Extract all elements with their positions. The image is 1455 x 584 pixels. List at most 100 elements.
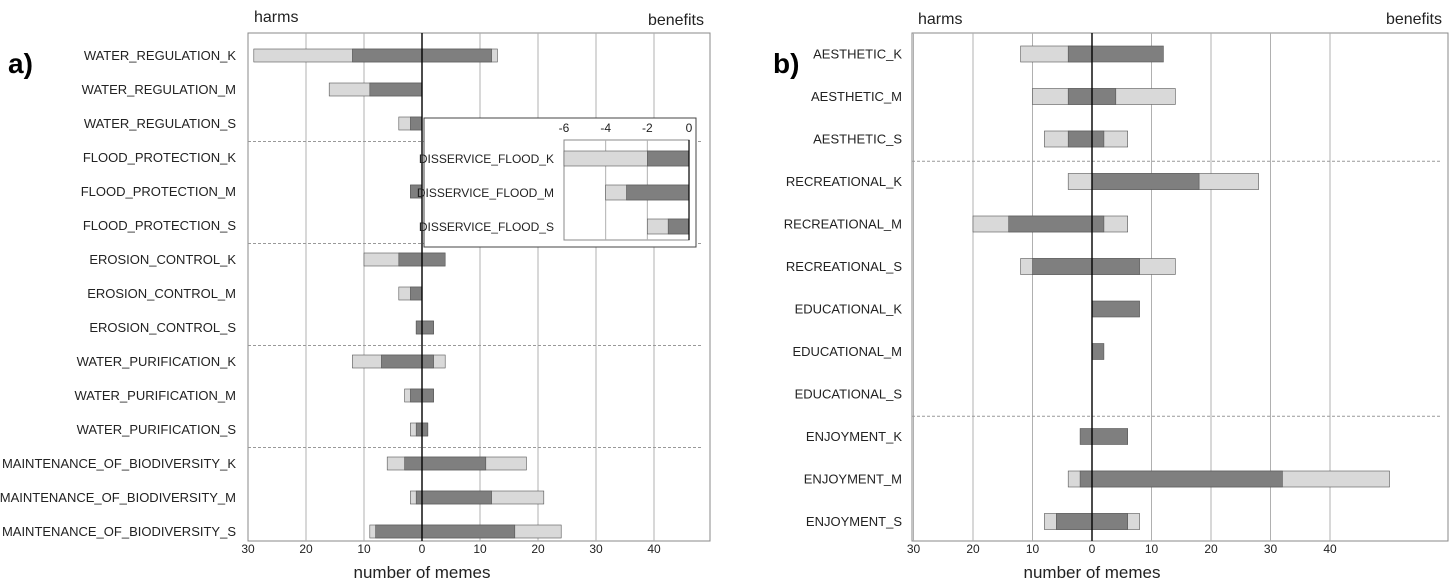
inset-tick-label: -4 (600, 121, 611, 135)
inset-category-label: DISSERVICE_FLOOD_K (419, 152, 554, 166)
harms-label: harms (254, 9, 298, 26)
x-tick-label: 20 (531, 542, 545, 556)
benefits-label: benefits (1386, 11, 1442, 28)
category-label: EDUCATIONAL_S (795, 387, 903, 402)
bar-benefit-dark (1091, 45, 1164, 63)
bar-benefit-dark (1091, 470, 1283, 488)
chart-panel-a: WATER_REGULATION_K WATER_REGULATION_M WATE… (0, 9, 711, 582)
bar-harm-dark (415, 490, 423, 505)
category-label: FLOOD_PROTECTION_S (83, 218, 236, 233)
x-axis-label: number of memes (1024, 563, 1161, 582)
bar-harm-dark (1079, 428, 1093, 445)
plot-frame (911, 32, 1449, 542)
x-tick-label: 0 (419, 542, 426, 556)
bar-benefit-dark (1091, 173, 1200, 190)
x-tick-label: 40 (647, 542, 661, 556)
bar-harm-dark (1067, 45, 1093, 63)
bar-benefit-dark (1091, 88, 1117, 105)
bar-benefit-dark (421, 320, 434, 335)
x-tick-label: 30 (589, 542, 603, 556)
benefits-label: benefits (648, 12, 704, 29)
inset-chart: -6 -4 -2 0 DISSERVICE_FLOOD_K DISSERVICE_FLOO… (417, 117, 697, 248)
bar-harm-dark (404, 456, 423, 471)
bar-benefit-dark (1091, 428, 1129, 445)
chart-panel-b: AESTHETIC_K AESTHETIC_M AESTHETIC_S RECREAT… (773, 11, 1449, 582)
category-label: FLOOD_PROTECTION_K (83, 150, 236, 165)
bar-benefit-dark (421, 490, 492, 505)
bar-benefit-dark (1091, 258, 1140, 275)
panel-letter: a) (8, 48, 33, 79)
bar-harm-dark (415, 320, 423, 335)
bar-harm-dark (410, 388, 423, 403)
category-label: ENJOYMENT_M (804, 472, 902, 487)
category-label: EDUCATIONAL_K (795, 302, 903, 317)
inset-tick-label: 0 (686, 121, 693, 135)
category-label: EROSION_CONTROL_M (87, 286, 236, 301)
category-label: MAINTENANCE_OF_BIODIVERSITY_K (2, 456, 236, 471)
category-label: FLOOD_PROTECTION_M (81, 184, 236, 199)
category-label: WATER_REGULATION_M (82, 82, 236, 97)
x-tick-label: 40 (1323, 542, 1337, 556)
x-tick-label: 30 (1264, 542, 1278, 556)
x-tick-label: 0 (1089, 542, 1096, 556)
category-label: ENJOYMENT_S (806, 514, 902, 529)
bar-benefit-dark (421, 354, 434, 369)
bar-harm-dark (1067, 130, 1093, 148)
bar-benefit-dark (1091, 215, 1105, 233)
bar-benefit-dark (421, 456, 487, 471)
bar-benefit-dark (1091, 300, 1140, 318)
x-tick-label: 10 (1026, 542, 1040, 556)
x-tick-label: 20 (966, 542, 980, 556)
bar-harm-dark (1056, 513, 1093, 530)
category-label: EROSION_CONTROL_S (89, 320, 236, 335)
category-label: ENJOYMENT_K (806, 429, 902, 444)
bar-harm-light (1067, 173, 1093, 190)
bar-harm-dark (410, 116, 423, 131)
bar-benefit-dark (1091, 130, 1105, 148)
bar-harm-dark (381, 354, 423, 369)
category-label: WATER_PURIFICATION_S (77, 422, 237, 437)
bar-benefit-dark (421, 48, 492, 63)
bar-harm-dark (352, 48, 423, 63)
inset-category-label: DISSERVICE_FLOOD_M (417, 186, 554, 200)
category-label: MAINTENANCE_OF_BIODIVERSITY_S (2, 524, 236, 539)
inset-bar-dark (626, 184, 690, 201)
category-label: WATER_REGULATION_S (84, 116, 237, 131)
category-label: WATER_PURIFICATION_M (74, 388, 236, 403)
bar-harm-dark (1067, 88, 1093, 105)
bar-harm-dark (1008, 215, 1093, 233)
category-label: AESTHETIC_S (813, 132, 902, 147)
category-label: WATER_PURIFICATION_K (77, 354, 237, 369)
bar-harm-dark (415, 422, 423, 437)
category-label: RECREATIONAL_K (786, 174, 902, 189)
x-tick-label: 10 (473, 542, 487, 556)
category-label: RECREATIONAL_S (786, 259, 902, 274)
inset-tick-label: -6 (559, 121, 570, 135)
inset-tick-label: -2 (642, 121, 653, 135)
bar-benefit-dark (1091, 513, 1129, 530)
bar-harm-dark (1079, 470, 1093, 488)
x-axis-label: number of memes (354, 563, 491, 582)
bar-harm-dark (410, 286, 423, 301)
category-label: MAINTENANCE_OF_BIODIVERSITY_M (0, 490, 236, 505)
category-label: WATER_REGULATION_K (84, 48, 237, 63)
x-tick-label: 10 (1145, 542, 1159, 556)
x-tick-label: 10 (357, 542, 371, 556)
inset-category-label: DISSERVICE_FLOOD_S (419, 220, 554, 234)
bar-harm-dark (375, 524, 423, 539)
category-label: AESTHETIC_M (811, 89, 902, 104)
harms-label: harms (918, 11, 962, 28)
panel-letter: b) (773, 48, 799, 79)
x-tick-label: 20 (1204, 542, 1218, 556)
bar-benefit-dark (421, 422, 429, 437)
category-label: EROSION_CONTROL_K (89, 252, 236, 267)
x-tick-label: 30 (907, 542, 921, 556)
category-label: EDUCATIONAL_M (792, 344, 902, 359)
x-tick-label: 20 (299, 542, 313, 556)
bar-benefit-dark (421, 252, 446, 267)
bar-benefit-dark (421, 524, 516, 539)
bar-harm-dark (398, 252, 423, 267)
category-label: AESTHETIC_K (813, 47, 902, 62)
inset-bar-dark (647, 150, 690, 167)
